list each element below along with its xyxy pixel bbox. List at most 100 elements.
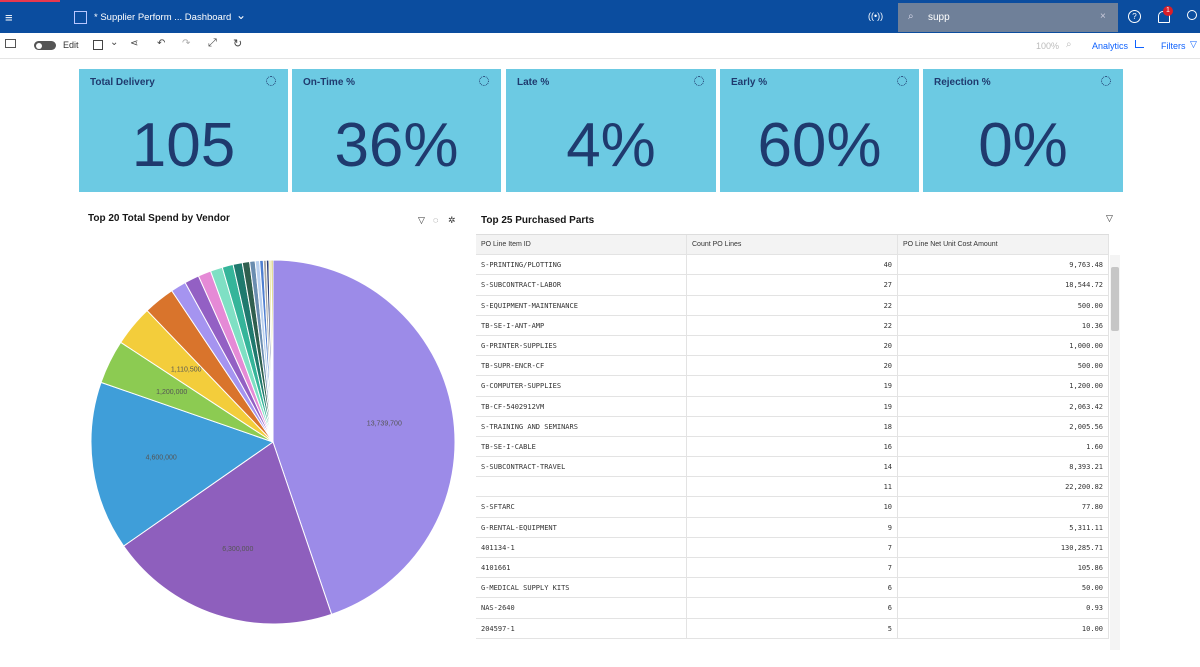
table-cell: 6 bbox=[687, 578, 898, 598]
table-cell: 22 bbox=[687, 315, 898, 335]
table-cell bbox=[476, 477, 687, 497]
table-cell: S-SUBCONTRACT-LABOR bbox=[476, 275, 687, 295]
table-cell: G-PRINTER-SUPPLIES bbox=[476, 335, 687, 356]
table-cell: 22 bbox=[687, 295, 898, 315]
zoom-level[interactable]: 100% bbox=[1036, 41, 1060, 51]
slice-label: 6,300,000 bbox=[222, 546, 253, 553]
table-row: TB-SE-I-CABLE 16 1.60 bbox=[476, 436, 1109, 458]
table-row: NAS-2640 6 0.93 bbox=[476, 598, 1109, 619]
analytics-icon bbox=[1135, 40, 1144, 48]
slice-label: 13,739,700 bbox=[367, 420, 402, 427]
table-cell: 20 bbox=[687, 356, 898, 376]
kpi-value: 60% bbox=[757, 111, 882, 180]
table-cell: S-EQUIPMENT-MAINTENANCE bbox=[476, 295, 687, 315]
table-cell: 19 bbox=[687, 396, 898, 416]
kpi-title: Late % bbox=[517, 77, 550, 88]
kpi-settings[interactable] bbox=[266, 76, 276, 86]
search-box[interactable]: ⌕ supp × bbox=[898, 3, 1118, 32]
insight-icon[interactable]: ◌ bbox=[433, 215, 438, 225]
kpi-title: Rejection % bbox=[934, 77, 991, 88]
redo-icon[interactable]: ↷ bbox=[182, 38, 191, 49]
table-cell: 5,311.11 bbox=[898, 517, 1109, 537]
table-cell: 130,285.71 bbox=[898, 537, 1109, 557]
analytics-button[interactable]: Analytics bbox=[1092, 41, 1129, 51]
table-row: G-COMPUTER-SUPPLIES 19 1,200.00 bbox=[476, 376, 1109, 397]
kpi-title: Early % bbox=[731, 77, 768, 88]
undo-icon[interactable]: ↶ bbox=[157, 38, 166, 49]
pie-slice bbox=[270, 259, 274, 443]
table-row: G-MEDICAL SUPPLY KITS 6 50.00 bbox=[476, 578, 1109, 599]
table-cell: 1,000.00 bbox=[898, 335, 1109, 356]
table-row: S-SUBCONTRACT-LABOR 27 18,544.72 bbox=[476, 275, 1109, 296]
filters-button[interactable]: Filters bbox=[1161, 41, 1186, 51]
share-icon[interactable]: ⋖ bbox=[130, 38, 139, 49]
kpi-card: Total Delivery 105 bbox=[79, 69, 288, 192]
table-cell: 2,005.56 bbox=[898, 416, 1109, 436]
edit-toggle[interactable] bbox=[34, 41, 56, 50]
table-cell: 27 bbox=[687, 275, 898, 295]
table-cell: 18 bbox=[687, 416, 898, 436]
kpi-value: 105 bbox=[131, 111, 236, 180]
kpi-settings[interactable] bbox=[694, 76, 704, 86]
data-table: PO Line Item ID Count PO Lines PO Line Net… bbox=[476, 234, 1109, 656]
table-cell: S-TRAINING AND SEMINARS bbox=[476, 416, 687, 436]
table-cell: 500.00 bbox=[898, 356, 1109, 376]
table-row: S-EQUIPMENT-MAINTENANCE 22 500.00 bbox=[476, 295, 1109, 316]
save-icon[interactable] bbox=[93, 40, 103, 50]
filter-icon[interactable]: ▽ bbox=[418, 215, 425, 225]
table-cell: S-SFTARC bbox=[476, 497, 687, 517]
edit-label: Edit bbox=[63, 40, 79, 50]
help-icon[interactable]: ? bbox=[1128, 10, 1141, 23]
refresh-icon[interactable]: ↻ bbox=[233, 38, 243, 50]
dashboard-title[interactable]: * Supplier Perform ... Dashboard bbox=[94, 12, 232, 23]
save-dropdown[interactable]: ⌄ bbox=[110, 37, 119, 48]
table-filter-icon[interactable]: ▽ bbox=[1106, 213, 1113, 223]
table-cell: 4101661 bbox=[476, 558, 687, 578]
toolbar: Edit ⌄ ⋖ ↶ ↷ ⤢ ↻ 100% ⌕ Analytics Filter… bbox=[0, 33, 1200, 59]
table-cell: 19 bbox=[687, 376, 898, 396]
table-cell: 9,763.48 bbox=[898, 255, 1109, 275]
table-cell: 22,200.82 bbox=[898, 477, 1109, 497]
broadcast-icon[interactable]: ((•)) bbox=[868, 11, 884, 21]
table-row: S-SUBCONTRACT-TRAVEL 14 8,393.21 bbox=[476, 457, 1109, 478]
pie-chart: Top 20 Total Spend by Vendor ▽ ◌ ✲ 13,73… bbox=[88, 213, 456, 625]
fullscreen-icon[interactable]: ⤢ bbox=[208, 37, 217, 49]
kpi-card: Early % 60% bbox=[720, 69, 919, 192]
scrollbar-track[interactable] bbox=[1110, 255, 1120, 650]
table-cell: 50.00 bbox=[898, 578, 1109, 598]
title-dropdown[interactable]: ⌄ bbox=[236, 8, 247, 22]
table-header: PO Line Item ID Count PO Lines PO Line Net… bbox=[476, 235, 1109, 256]
table-cell: TB-CF-5402912VM bbox=[476, 396, 687, 416]
table-cell: NAS-2640 bbox=[476, 598, 687, 618]
chart-title: Top 20 Total Spend by Vendor bbox=[88, 213, 230, 224]
clear-search[interactable]: × bbox=[1100, 11, 1106, 22]
menu-button[interactable]: ≡ bbox=[5, 10, 13, 25]
pie-slice bbox=[272, 259, 456, 615]
column-header[interactable]: Count PO Lines bbox=[687, 235, 898, 255]
table-row: TB-CF-5402912VM 19 2,063.42 bbox=[476, 396, 1109, 417]
app-header: ≡ * Supplier Perform ... Dashboard ⌄ ((•… bbox=[0, 0, 1200, 33]
kpi-value: 0% bbox=[978, 111, 1068, 180]
kpi-settings[interactable] bbox=[897, 76, 907, 86]
notification-badge: 1 bbox=[1163, 6, 1173, 16]
table-cell: 105.86 bbox=[898, 558, 1109, 578]
kpi-value: 36% bbox=[334, 111, 459, 180]
column-header[interactable]: PO Line Item ID bbox=[476, 235, 687, 255]
scrollbar-thumb[interactable] bbox=[1111, 267, 1119, 331]
kpi-settings[interactable] bbox=[479, 76, 489, 86]
kpi-card: Rejection % 0% bbox=[923, 69, 1123, 192]
table-cell: 10.36 bbox=[898, 315, 1109, 335]
kpi-card: Late % 4% bbox=[506, 69, 716, 192]
kpi-title: Total Delivery bbox=[90, 77, 155, 88]
table-row: 401134-1 7 130,285.71 bbox=[476, 537, 1109, 558]
table-cell: TB-SE-I-ANT-AMP bbox=[476, 315, 687, 335]
comment-icon[interactable] bbox=[5, 39, 16, 48]
table-cell: G-COMPUTER-SUPPLIES bbox=[476, 376, 687, 396]
table-row: 204597-1 5 10.00 bbox=[476, 618, 1109, 639]
user-icon[interactable] bbox=[1187, 10, 1197, 20]
kpi-settings[interactable] bbox=[1101, 76, 1111, 86]
settings-icon[interactable]: ✲ bbox=[448, 215, 456, 225]
table-cell: 401134-1 bbox=[476, 537, 687, 557]
column-header[interactable]: PO Line Net Unit Cost Amount bbox=[898, 235, 1109, 255]
kpi-card: On-Time % 36% bbox=[292, 69, 501, 192]
